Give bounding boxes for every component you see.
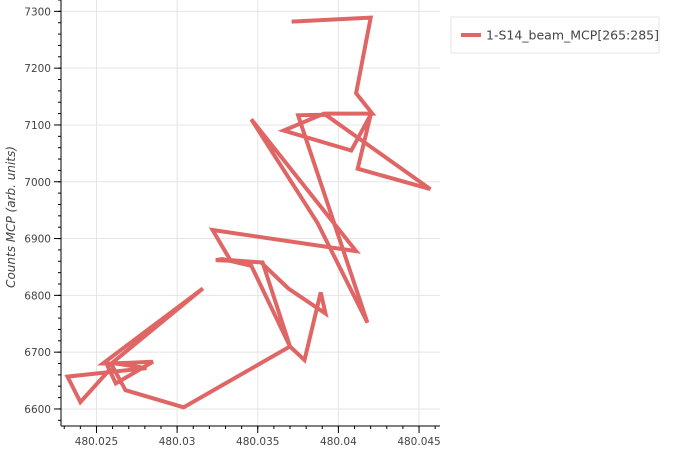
y-tick-label: 7200 bbox=[24, 63, 51, 75]
y-tick-label: 6700 bbox=[24, 347, 51, 359]
y-tick-label: 6800 bbox=[24, 290, 51, 302]
x-tick-label: 480.03 bbox=[159, 436, 196, 448]
x-tick-label: 480.04 bbox=[320, 436, 357, 448]
y-tick-label: 7100 bbox=[24, 120, 51, 132]
x-tick-label: 480.045 bbox=[397, 436, 440, 448]
x-tick-label: 480.025 bbox=[75, 436, 118, 448]
axes: 480.025 480.03 480.035 480.04 480.045 6600 670… bbox=[24, 0, 441, 448]
y-tick-label: 6600 bbox=[24, 404, 51, 416]
series-line-0 bbox=[64, 15, 432, 410]
y-tick-label: 7000 bbox=[24, 177, 51, 189]
legend-box bbox=[450, 16, 660, 54]
x-tick-label: 480.035 bbox=[236, 436, 279, 448]
y-tick-label: 6900 bbox=[24, 234, 51, 246]
grid bbox=[61, 0, 440, 426]
legend[interactable]: 1-S14_beam_MCP[265:285] bbox=[450, 16, 660, 54]
legend-label: 1-S14_beam_MCP[265:285] bbox=[486, 28, 659, 43]
y-tick-label: 7300 bbox=[24, 6, 51, 18]
series-layer bbox=[64, 15, 432, 410]
y-axis-label: Counts MCP (arb. units) bbox=[4, 146, 18, 288]
